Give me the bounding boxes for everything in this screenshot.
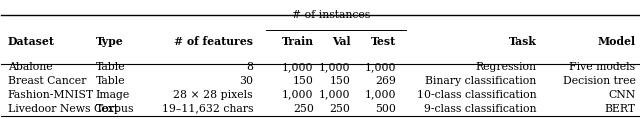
Text: Test: Test xyxy=(371,36,396,47)
Text: 10-class classification: 10-class classification xyxy=(417,90,537,100)
Text: Image: Image xyxy=(96,90,130,100)
Text: Train: Train xyxy=(282,36,314,47)
Text: 8: 8 xyxy=(246,62,253,72)
Text: Livedoor News Corpus: Livedoor News Corpus xyxy=(8,104,133,114)
Text: 28 × 28 pixels: 28 × 28 pixels xyxy=(173,90,253,100)
Text: Text: Text xyxy=(96,104,119,114)
Text: CNN: CNN xyxy=(608,90,636,100)
Text: # of features: # of features xyxy=(174,36,253,47)
Text: Type: Type xyxy=(96,36,124,47)
Text: 1,000: 1,000 xyxy=(365,62,396,72)
Text: # of instances: # of instances xyxy=(292,10,371,20)
Text: 150: 150 xyxy=(292,76,314,86)
Text: Task: Task xyxy=(509,36,537,47)
Text: 1,000: 1,000 xyxy=(282,62,314,72)
Text: 9-class classification: 9-class classification xyxy=(424,104,537,114)
Text: 19–11,632 chars: 19–11,632 chars xyxy=(161,104,253,114)
Text: Decision tree: Decision tree xyxy=(563,76,636,86)
Text: Abalone: Abalone xyxy=(8,62,52,72)
Text: 1,000: 1,000 xyxy=(365,90,396,100)
Text: 150: 150 xyxy=(330,76,351,86)
Text: Five models: Five models xyxy=(570,62,636,72)
Text: 1,000: 1,000 xyxy=(282,90,314,100)
Text: 1,000: 1,000 xyxy=(319,62,351,72)
Text: 269: 269 xyxy=(376,76,396,86)
Text: 30: 30 xyxy=(239,76,253,86)
Text: Model: Model xyxy=(597,36,636,47)
Text: Dataset: Dataset xyxy=(8,36,55,47)
Text: Table: Table xyxy=(96,62,125,72)
Text: 250: 250 xyxy=(292,104,314,114)
Text: 1,000: 1,000 xyxy=(319,90,351,100)
Text: Table: Table xyxy=(96,76,125,86)
Text: BERT: BERT xyxy=(604,104,636,114)
Text: 250: 250 xyxy=(330,104,351,114)
Text: Binary classification: Binary classification xyxy=(426,76,537,86)
Text: Val: Val xyxy=(332,36,351,47)
Text: Breast Cancer: Breast Cancer xyxy=(8,76,86,86)
Text: 500: 500 xyxy=(376,104,396,114)
Text: Fashion-MNIST: Fashion-MNIST xyxy=(8,90,94,100)
Text: Regression: Regression xyxy=(476,62,537,72)
